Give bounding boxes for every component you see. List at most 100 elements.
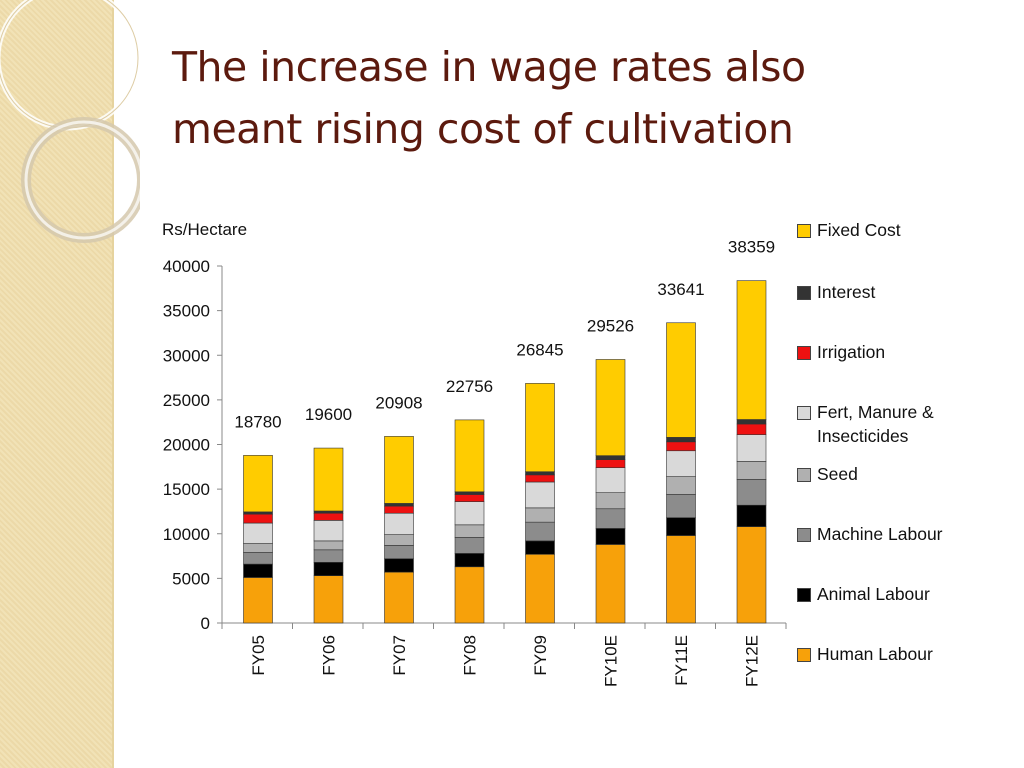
bar-segment xyxy=(243,543,273,553)
bar-segment xyxy=(313,562,344,576)
bar-total-label: 19600 xyxy=(305,405,352,424)
decorative-circles xyxy=(0,0,140,243)
x-category-label: FY11E xyxy=(672,635,691,686)
bar-segment xyxy=(384,534,414,546)
bar-total-label: 29526 xyxy=(587,316,634,335)
bar-segment xyxy=(454,494,485,502)
bar-segment xyxy=(525,540,555,555)
bar-segment xyxy=(243,455,273,513)
bar-segment xyxy=(595,467,626,493)
bar-segment xyxy=(595,492,626,510)
bar-segment xyxy=(736,419,767,425)
bar-segment xyxy=(525,553,555,624)
y-axis-unit-label: Rs/Hectare xyxy=(162,220,248,239)
bar-segment xyxy=(454,491,485,495)
bar-segment xyxy=(595,459,626,469)
bar-segment xyxy=(736,423,767,435)
decorative-ring-highlight xyxy=(24,120,140,240)
legend-swatch xyxy=(797,588,811,602)
legend-label: Interest xyxy=(817,282,876,302)
bar-segment xyxy=(313,512,344,521)
bar-segment xyxy=(595,528,626,545)
bar-total-label: 38359 xyxy=(728,238,775,257)
bar-segment xyxy=(525,471,555,476)
bar-segment xyxy=(384,571,414,624)
x-category-label: FY08 xyxy=(461,635,480,676)
legend-swatch xyxy=(797,648,811,662)
bar-segment xyxy=(666,494,696,518)
legend-label: Irrigation xyxy=(817,342,886,362)
legend-swatch xyxy=(797,468,811,482)
slide-title-line-1: The increase in wage rates also xyxy=(172,43,806,91)
bar-segment xyxy=(384,503,414,507)
chart-legend: Fixed Cost Interest Irrigation Fert, Manure… xyxy=(797,218,1017,678)
legend-item: Machine Labour xyxy=(797,522,1017,546)
bar-segment xyxy=(736,526,767,624)
y-tick-label: 35000 xyxy=(163,302,210,321)
x-category-label: FY07 xyxy=(390,635,409,676)
legend-label: Fert, Manure & Insecticides xyxy=(817,402,934,446)
y-tick-label: 0 xyxy=(201,614,210,633)
legend-item: Fixed Cost xyxy=(797,218,1017,242)
bar-segment xyxy=(454,419,485,493)
bar-segment xyxy=(313,540,344,551)
bar-segment xyxy=(736,461,767,480)
x-category-label: FY09 xyxy=(531,635,550,676)
bar-segment xyxy=(666,441,696,452)
legend-item: Human Labour xyxy=(797,642,1017,666)
bar-segment xyxy=(384,558,414,573)
legend-swatch xyxy=(797,286,811,300)
bar-segment xyxy=(525,383,555,473)
legend-item: Fert, Manure & Insecticides xyxy=(797,400,1017,448)
bar-segment xyxy=(243,511,273,515)
bar-segment xyxy=(454,524,485,538)
bar-segment xyxy=(384,505,414,514)
legend-swatch xyxy=(797,528,811,542)
bar-segment xyxy=(384,545,414,560)
bar-segment xyxy=(736,479,767,506)
legend-swatch xyxy=(797,346,811,360)
legend-swatch xyxy=(797,406,811,420)
legend-label: Fixed Cost xyxy=(817,220,901,240)
bar-segment xyxy=(313,549,344,563)
y-tick-label: 20000 xyxy=(163,436,210,455)
bar-segment xyxy=(666,322,696,438)
x-category-label: FY10E xyxy=(602,635,621,687)
bar-segment xyxy=(666,517,696,536)
y-tick-label: 5000 xyxy=(172,569,210,588)
bar-total-label: 22756 xyxy=(446,377,493,396)
legend-item: Animal Labour xyxy=(797,582,1017,606)
slide-title: The increase in wage rates also meant ri… xyxy=(172,36,972,160)
bar-segment xyxy=(595,359,626,456)
bar-segment xyxy=(525,474,555,483)
bar-segment xyxy=(525,507,555,523)
bar-segment xyxy=(313,447,344,512)
bar-segment xyxy=(525,521,555,542)
x-category-label: FY12E xyxy=(743,635,762,687)
legend-label: Machine Labour xyxy=(817,524,943,544)
bar-segment xyxy=(454,553,485,568)
x-category-label: FY05 xyxy=(249,635,268,676)
bar-segment xyxy=(525,481,555,509)
bar-segment xyxy=(454,501,485,526)
bar-segment xyxy=(243,563,273,578)
bar-total-label: 33641 xyxy=(657,280,704,299)
bar-segment xyxy=(595,455,626,460)
y-tick-label: 15000 xyxy=(163,480,210,499)
bar-segment xyxy=(666,535,696,624)
legend-label: Human Labour xyxy=(817,644,933,664)
bar-segment xyxy=(384,512,414,535)
bar-segment xyxy=(666,437,696,443)
x-category-label: FY06 xyxy=(320,635,339,676)
y-tick-label: 25000 xyxy=(163,391,210,410)
y-tick-label: 40000 xyxy=(163,257,210,276)
y-tick-label: 30000 xyxy=(163,346,210,365)
bar-segment xyxy=(666,476,696,495)
bar-total-label: 18780 xyxy=(234,412,281,431)
bar-segment xyxy=(595,544,626,624)
bar-segment xyxy=(243,577,273,624)
bar-segment xyxy=(666,450,696,477)
bar-segment xyxy=(243,522,273,544)
bar-total-label: 26845 xyxy=(516,340,563,359)
